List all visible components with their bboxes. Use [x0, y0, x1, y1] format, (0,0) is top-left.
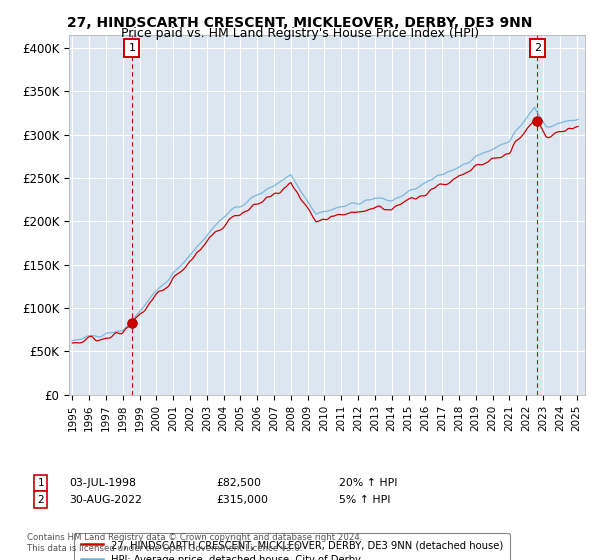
Text: £82,500: £82,500 — [216, 478, 261, 488]
Text: £315,000: £315,000 — [216, 494, 268, 505]
Text: 30-AUG-2022: 30-AUG-2022 — [69, 494, 142, 505]
Text: Contains HM Land Registry data © Crown copyright and database right 2024.
This d: Contains HM Land Registry data © Crown c… — [27, 533, 362, 553]
Text: 1: 1 — [128, 43, 136, 53]
Text: 27, HINDSCARTH CRESCENT, MICKLEOVER, DERBY, DE3 9NN: 27, HINDSCARTH CRESCENT, MICKLEOVER, DER… — [67, 16, 533, 30]
Text: 2: 2 — [37, 494, 44, 505]
Text: 1: 1 — [37, 478, 44, 488]
Text: 20% ↑ HPI: 20% ↑ HPI — [339, 478, 397, 488]
Text: 5% ↑ HPI: 5% ↑ HPI — [339, 494, 391, 505]
Legend: 27, HINDSCARTH CRESCENT, MICKLEOVER, DERBY, DE3 9NN (detached house), HPI: Avera: 27, HINDSCARTH CRESCENT, MICKLEOVER, DER… — [74, 533, 510, 560]
Text: Price paid vs. HM Land Registry's House Price Index (HPI): Price paid vs. HM Land Registry's House … — [121, 27, 479, 40]
Text: 03-JUL-1998: 03-JUL-1998 — [69, 478, 136, 488]
Text: 2: 2 — [534, 43, 541, 53]
